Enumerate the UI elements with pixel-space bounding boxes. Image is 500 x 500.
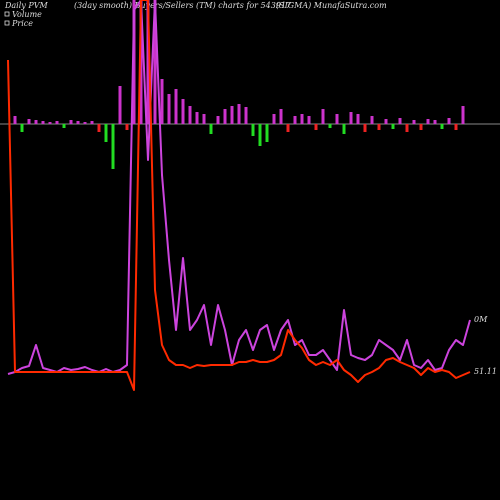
- bar: [272, 114, 276, 124]
- bar: [90, 121, 94, 124]
- bar: [258, 124, 262, 146]
- line: [7, 0, 471, 391]
- bar: [300, 114, 304, 124]
- bar: [195, 112, 199, 124]
- bar: [433, 120, 437, 124]
- bar: [307, 116, 311, 124]
- bar: [447, 118, 451, 124]
- legend-swatch: [4, 20, 10, 26]
- bar: [167, 94, 171, 124]
- bar: [125, 124, 129, 130]
- chart-title: Daily PVM: [4, 1, 49, 10]
- bar: [349, 112, 353, 124]
- bar: [251, 124, 255, 136]
- bar: [370, 116, 374, 124]
- bar: [230, 106, 234, 124]
- bar: [265, 124, 269, 142]
- bar: [384, 119, 388, 124]
- bar: [426, 119, 430, 124]
- bar: [293, 116, 297, 124]
- bar: [146, 0, 150, 124]
- bar: [419, 124, 423, 130]
- bar: [34, 120, 38, 124]
- legend-label: Price: [11, 19, 33, 28]
- bar: [111, 124, 115, 169]
- bar: [286, 124, 290, 132]
- bar: [153, 0, 157, 124]
- bar: [83, 122, 87, 124]
- bar: [69, 120, 73, 124]
- bar: [181, 99, 185, 124]
- annotation: 0M: [474, 315, 488, 324]
- bar: [76, 121, 80, 124]
- bar: [104, 124, 108, 142]
- chart-title: (3day smooth) Buyers/Sellers (TM) charts…: [74, 1, 292, 10]
- line: [7, 0, 471, 375]
- bar: [335, 114, 339, 124]
- bar: [391, 124, 395, 129]
- bar: [321, 109, 325, 124]
- bar: [328, 124, 332, 128]
- bar: [356, 114, 360, 124]
- chart-title: (SIGMA) MunafaSutra.com: [276, 1, 387, 10]
- bar: [55, 121, 59, 124]
- bar: [223, 109, 227, 124]
- bar: [377, 124, 381, 130]
- legend-swatch: [4, 11, 10, 17]
- legend-label: Volume: [12, 10, 42, 19]
- bar: [363, 124, 367, 132]
- bar: [398, 118, 402, 124]
- bar: [279, 109, 283, 124]
- bar: [314, 124, 318, 130]
- bar: [237, 104, 241, 124]
- bar: [160, 79, 164, 124]
- bar: [454, 124, 458, 130]
- bar: [405, 124, 409, 132]
- bar: [13, 116, 17, 124]
- bar: [216, 116, 220, 124]
- bar: [48, 122, 52, 124]
- bar: [139, 0, 143, 124]
- bar: [440, 124, 444, 129]
- bar: [342, 124, 346, 134]
- bar: [188, 106, 192, 124]
- bar: [20, 124, 24, 132]
- bar: [412, 120, 416, 124]
- bar: [244, 107, 248, 124]
- bar: [132, 0, 136, 124]
- bar: [97, 124, 101, 132]
- bar: [202, 114, 206, 124]
- bar: [27, 119, 31, 124]
- bar: [461, 106, 465, 124]
- bar: [62, 124, 66, 128]
- bar: [209, 124, 213, 134]
- bar: [174, 89, 178, 124]
- annotation: 51.11: [474, 367, 497, 376]
- bar: [118, 86, 122, 124]
- bar: [41, 121, 45, 124]
